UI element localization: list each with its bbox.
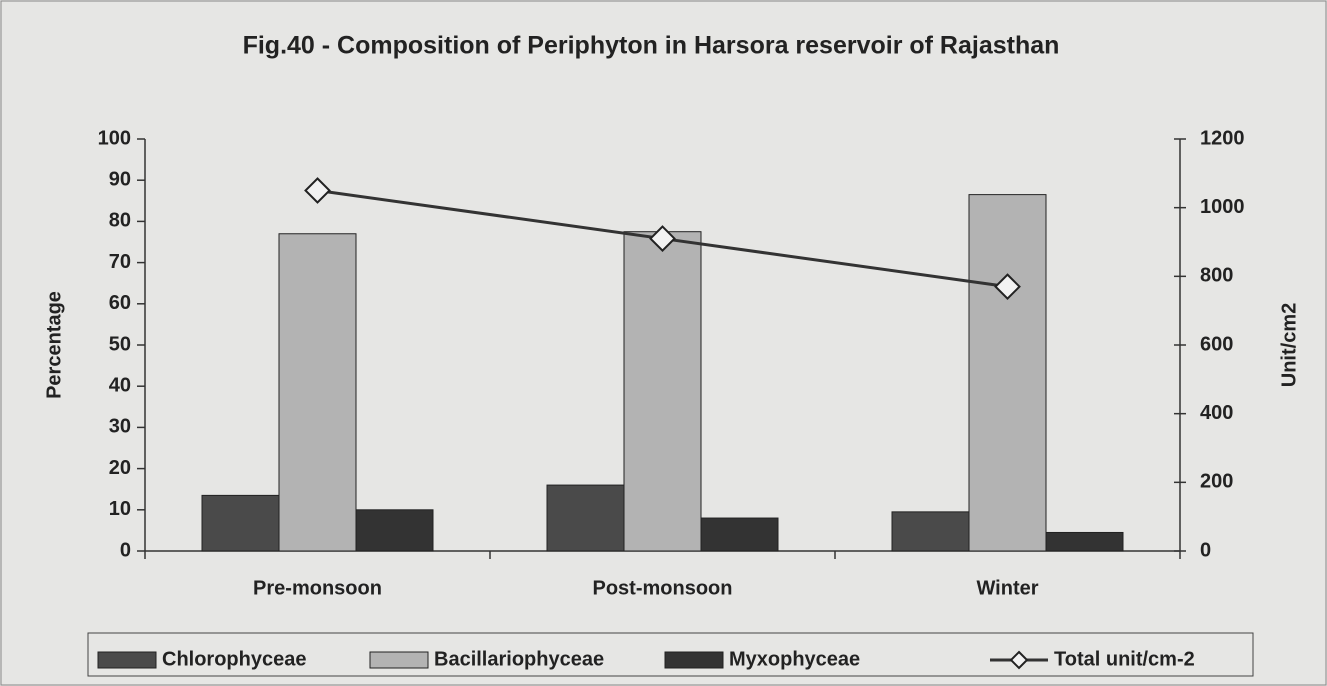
x-tick-label: Winter <box>976 577 1038 599</box>
line-marker <box>994 273 1021 301</box>
y-tick-label: 20 <box>109 457 131 479</box>
legend-label: Myxophyceae <box>729 648 860 670</box>
y2-tick-label: 600 <box>1200 333 1233 355</box>
y2-tick-label: 200 <box>1200 471 1233 493</box>
legend-swatch <box>369 651 429 669</box>
y2-tick-label: 1200 <box>1200 127 1245 149</box>
y-tick-label: 0 <box>120 539 131 561</box>
y-tick-label: 50 <box>109 333 131 355</box>
legend-label: Chlorophyceae <box>162 648 306 670</box>
y2-tick-label: 400 <box>1200 402 1233 424</box>
bar <box>1045 531 1124 552</box>
legend-marker <box>1009 650 1029 670</box>
y2-tick-label: 800 <box>1200 265 1233 287</box>
bar <box>201 494 280 552</box>
y-tick-label: 70 <box>109 251 131 273</box>
line-marker <box>304 177 331 204</box>
legend-swatch <box>664 651 724 669</box>
line-marker <box>649 225 676 252</box>
y-tick-label: 60 <box>109 292 131 314</box>
x-tick-label: Pre-monsoon <box>253 577 382 599</box>
legend-swatch <box>97 651 157 669</box>
x-tick-label: Post-monsoon <box>593 577 733 599</box>
legend-label: Bacillariophyceae <box>434 648 604 670</box>
y2-axis-label: Unit/cm2 <box>1278 303 1300 387</box>
legend-label: Total unit/cm-2 <box>1054 648 1195 670</box>
chart-title: Fig.40 - Composition of Periphyton in Ha… <box>243 32 1060 60</box>
bar <box>355 509 434 552</box>
y-axis-label: Percentage <box>43 291 65 399</box>
y-tick-label: 30 <box>109 416 131 438</box>
y-tick-label: 10 <box>109 498 131 520</box>
bar <box>700 517 779 552</box>
bar <box>968 194 1047 552</box>
bar <box>278 233 357 552</box>
y-tick-label: 90 <box>109 168 131 190</box>
y-tick-label: 40 <box>109 374 131 396</box>
bar <box>546 484 625 552</box>
y2-tick-label: 1000 <box>1200 196 1245 218</box>
y2-tick-label: 0 <box>1200 539 1211 561</box>
bar <box>623 231 702 552</box>
y-tick-label: 100 <box>98 127 131 149</box>
bar <box>891 511 970 552</box>
y-tick-label: 80 <box>109 210 131 232</box>
